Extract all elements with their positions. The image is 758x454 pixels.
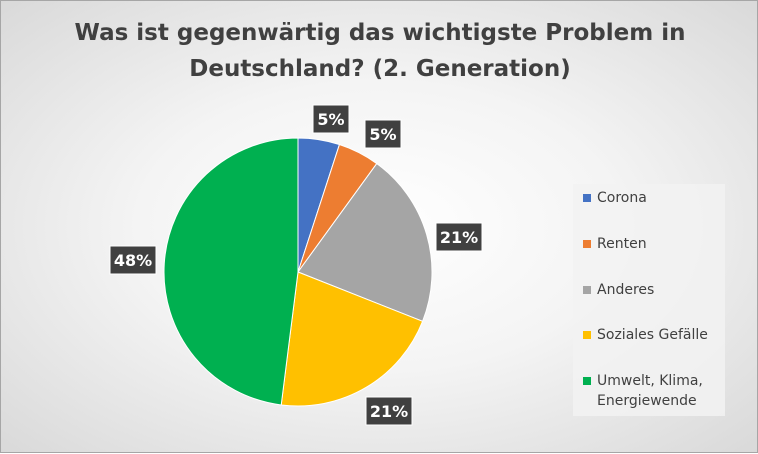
- chart-title-line-2: Deutschland? (2. Generation): [189, 56, 571, 82]
- chart-title-line-1: Was ist gegenwärtig das wichtigste Probl…: [74, 20, 686, 46]
- legend-item-renten: Renten: [583, 234, 725, 254]
- data-label-renten: 5%: [364, 119, 402, 149]
- legend-swatch-soziales-gefaelle: [583, 331, 591, 339]
- legend-swatch-umwelt: [583, 377, 591, 385]
- data-label-text-corona: 5%: [317, 110, 344, 129]
- data-label-box-soziales-gefaelle: [365, 396, 413, 426]
- legend-item-umwelt: Umwelt, Klima, Energiewende: [583, 371, 725, 411]
- pie-slice-umwelt: [163, 137, 299, 406]
- legend-swatch-anderes: [583, 286, 591, 294]
- data-label-text-umwelt: 48%: [114, 251, 152, 270]
- pie-slice-anderes: [297, 162, 433, 322]
- data-label-box-corona: [312, 104, 350, 134]
- legend-item-anderes: Anderes: [583, 280, 725, 300]
- data-label-anderes: 21%: [435, 222, 483, 252]
- legend-swatch-corona: [583, 194, 591, 202]
- chart-title: Was ist gegenwärtig das wichtigste Probl…: [1, 15, 758, 87]
- data-label-text-renten: 5%: [369, 125, 396, 144]
- data-label-box-renten: [364, 119, 402, 149]
- data-label-box-anderes: [435, 222, 483, 252]
- legend-label-umwelt: Umwelt, Klima, Energiewende: [597, 373, 703, 409]
- data-label-corona: 5%: [312, 104, 350, 134]
- data-label-text-anderes: 21%: [440, 228, 478, 247]
- legend-label-anderes: Anderes: [597, 282, 655, 298]
- legend: Corona Renten Anderes Soziales Gefälle U…: [573, 184, 725, 416]
- legend-label-renten: Renten: [597, 236, 647, 252]
- data-label-text-soziales-gefaelle: 21%: [370, 402, 408, 421]
- data-label-box-umwelt: [109, 245, 157, 275]
- legend-label-soziales-gefaelle: Soziales Gefälle: [597, 327, 708, 343]
- data-label-umwelt: 48%: [109, 245, 157, 275]
- data-label-soziales-gefaelle: 21%: [365, 396, 413, 426]
- legend-swatch-renten: [583, 240, 591, 248]
- pie-slice-soziales-gefaelle: [280, 271, 424, 407]
- legend-item-corona: Corona: [583, 188, 725, 208]
- legend-label-corona: Corona: [597, 190, 647, 206]
- legend-item-soziales-gefaelle: Soziales Gefälle: [583, 325, 725, 345]
